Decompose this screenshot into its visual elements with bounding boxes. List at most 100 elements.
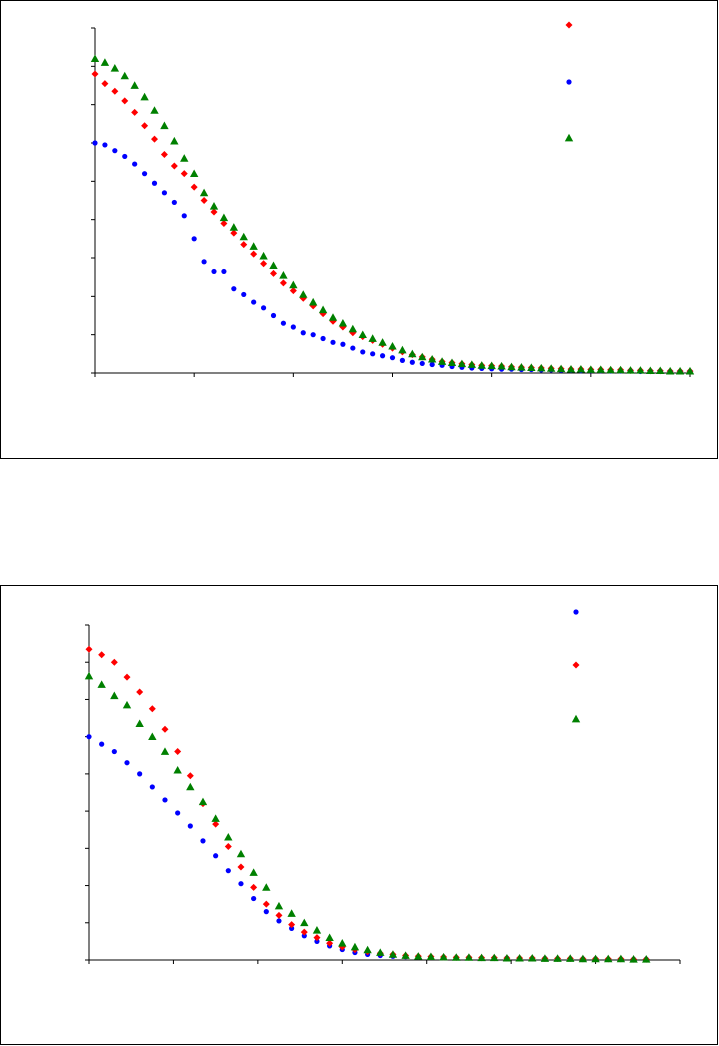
marker-diamond — [110, 658, 118, 666]
marker-circle — [124, 760, 130, 766]
marker-circle — [132, 161, 138, 167]
marker-triangle — [122, 700, 132, 709]
marker-triangle — [289, 280, 298, 289]
marker-circle — [399, 357, 406, 363]
marker-circle — [191, 236, 197, 242]
marker-triangle — [120, 71, 129, 80]
marker-diamond — [210, 208, 218, 216]
marker-triangle — [189, 169, 199, 178]
marker-triangle — [312, 926, 322, 934]
marker-diamond — [279, 279, 287, 287]
marker-circle — [300, 330, 306, 336]
marker-triangle — [388, 950, 398, 958]
marker-triangle — [110, 64, 120, 72]
marker-triangle — [665, 366, 675, 375]
marker-triangle — [287, 909, 296, 917]
marker-triangle — [646, 366, 655, 375]
marker-diamond — [288, 921, 296, 929]
marker-circle — [200, 838, 206, 844]
marker-triangle — [211, 814, 220, 822]
marker-circle — [301, 933, 307, 939]
legend-marker — [571, 714, 581, 723]
marker-diamond — [141, 122, 149, 130]
marker-circle — [314, 938, 320, 944]
marker-triangle — [249, 868, 258, 876]
marker-circle — [137, 771, 143, 777]
marker-triangle — [318, 305, 328, 314]
marker-circle — [238, 881, 244, 887]
marker-triangle — [576, 364, 586, 373]
marker-triangle — [84, 671, 94, 680]
marker-circle — [260, 305, 267, 311]
marker-circle — [86, 734, 92, 740]
marker-triangle — [398, 345, 407, 354]
marker-circle — [187, 823, 193, 829]
marker-triangle — [300, 918, 309, 927]
legend-marker — [564, 133, 574, 142]
marker-circle — [310, 332, 316, 338]
marker-diamond — [260, 260, 268, 268]
marker-triangle — [467, 360, 477, 368]
marker-diamond — [220, 220, 228, 227]
marker-triangle — [418, 352, 427, 361]
marker-circle — [419, 360, 425, 367]
chart-frame — [0, 0, 718, 459]
marker-circle — [151, 180, 158, 186]
marker-circle — [251, 895, 257, 902]
marker-triangle — [363, 945, 372, 954]
marker-triangle — [606, 365, 615, 374]
marker-triangle — [199, 188, 209, 197]
marker-triangle — [135, 719, 144, 727]
marker-circle — [340, 341, 346, 347]
marker-diamond — [250, 250, 258, 258]
marker-diamond — [136, 688, 144, 696]
marker-triangle — [239, 232, 248, 241]
marker-triangle — [502, 953, 512, 962]
marker-diamond — [289, 287, 297, 295]
marker-diamond — [151, 135, 158, 143]
marker-circle — [111, 748, 117, 755]
marker-diamond — [275, 911, 283, 919]
marker-triangle — [90, 54, 100, 63]
marker-triangle — [150, 106, 159, 114]
marker-triangle — [378, 338, 387, 346]
marker-diamond — [91, 70, 99, 78]
marker-circle — [175, 810, 181, 816]
marker-triangle — [487, 361, 496, 370]
marker-triangle — [262, 883, 271, 891]
marker-triangle — [591, 954, 600, 963]
marker-circle — [280, 320, 287, 326]
marker-triangle — [338, 318, 348, 327]
marker-triangle — [130, 81, 139, 89]
marker-triangle — [224, 832, 233, 841]
marker-triangle — [596, 365, 605, 373]
marker-triangle — [656, 366, 665, 375]
marker-triangle — [636, 366, 645, 374]
marker-triangle — [675, 366, 685, 375]
marker-triangle — [170, 136, 179, 145]
marker-circle — [149, 784, 155, 790]
marker-diamond — [250, 883, 258, 891]
marker-triangle — [186, 782, 195, 791]
marker-triangle — [626, 366, 635, 374]
marker-diamond — [161, 725, 169, 733]
marker-triangle — [540, 954, 550, 962]
marker-triangle — [259, 251, 268, 260]
marker-triangle — [328, 313, 338, 321]
marker-triangle — [388, 341, 397, 350]
marker-triangle — [180, 154, 189, 162]
marker-triangle — [229, 223, 239, 231]
marker-triangle — [140, 92, 149, 101]
marker-diamond — [190, 183, 198, 191]
marker-circle — [289, 925, 295, 931]
marker-circle — [330, 339, 336, 345]
marker-circle — [263, 909, 269, 915]
marker-diamond — [313, 934, 321, 942]
marker-triangle — [527, 363, 536, 371]
marker-triangle — [236, 849, 246, 858]
marker-triangle — [452, 953, 461, 961]
marker-diamond — [326, 939, 334, 947]
marker-triangle — [350, 942, 360, 951]
marker-triangle — [110, 691, 119, 700]
